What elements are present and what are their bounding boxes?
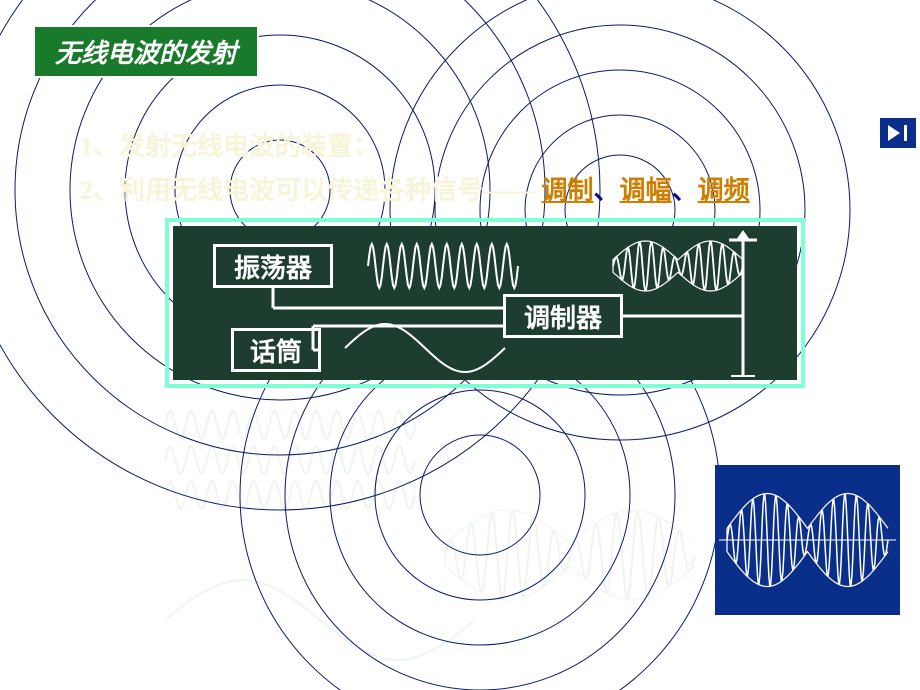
diagram-outer-frame: 振荡器话筒调制器 (165, 218, 805, 388)
line2-prefix: 2、利用无线电波可以传递各种信号—— (80, 176, 535, 205)
body-line-1: 1、发射无线电波的装置： (80, 126, 379, 163)
next-slide-button[interactable] (880, 118, 916, 148)
separator: 、 (594, 176, 620, 205)
link-调制[interactable]: 调制 (542, 176, 594, 205)
diagram-wires (173, 226, 797, 380)
link-调幅[interactable]: 调幅 (620, 176, 672, 205)
am-wave-panel (715, 465, 900, 615)
faded-wave-1 (160, 400, 420, 510)
diagram-inner: 振荡器话筒调制器 (173, 226, 797, 380)
link-调频[interactable]: 调频 (698, 176, 750, 205)
body-line-2: 2、利用无线电波可以传递各种信号—— 调制、调幅、调频 (80, 170, 750, 207)
page-title-text: 无线电波的发射 (55, 39, 237, 68)
page-title: 无线电波的发射 (33, 25, 259, 78)
skip-forward-icon (884, 122, 912, 144)
separator: 、 (672, 176, 698, 205)
transmitter-diagram: 振荡器话筒调制器 (165, 218, 805, 388)
line1-text: 1、发射无线电波的装置： (80, 132, 379, 161)
faded-wave-3 (160, 560, 480, 680)
line2-links: 调制、调幅、调频 (542, 176, 750, 205)
